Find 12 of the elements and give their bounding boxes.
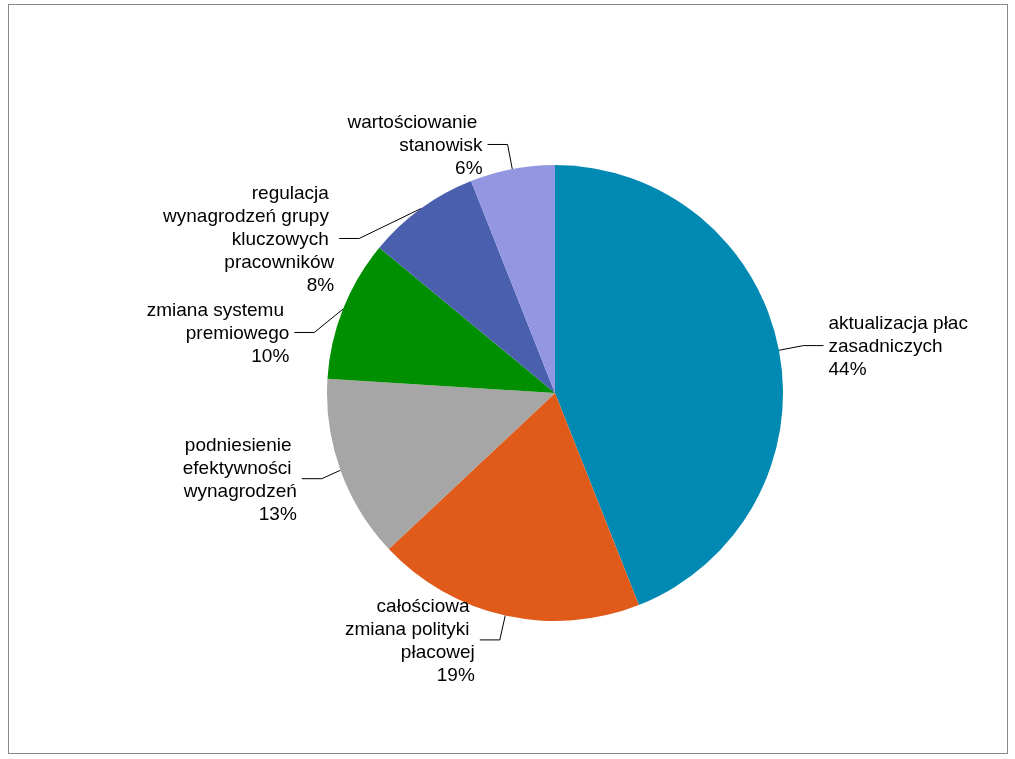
slice-label: podniesienie efektywności wynagrodzeń (182, 433, 297, 501)
data-label: 8% (306, 273, 335, 295)
data-label: 10% (251, 344, 290, 366)
slice-label: zmiana systemu premiowego (146, 298, 290, 343)
slice-label: regulacja wynagrodzeń grupy kluczowych pracowników (162, 181, 335, 272)
data-label: 13% (258, 502, 297, 524)
slice-label: aktualizacja płac zasadniczych (828, 312, 974, 357)
data-label: 44% (828, 358, 867, 380)
slice-label: całościowa zmiana polityki płacowej (344, 594, 475, 662)
data-label: 19% (436, 663, 475, 685)
data-label: 6% (455, 156, 483, 178)
slice-label: wartościowanie stanowisk (346, 110, 484, 155)
